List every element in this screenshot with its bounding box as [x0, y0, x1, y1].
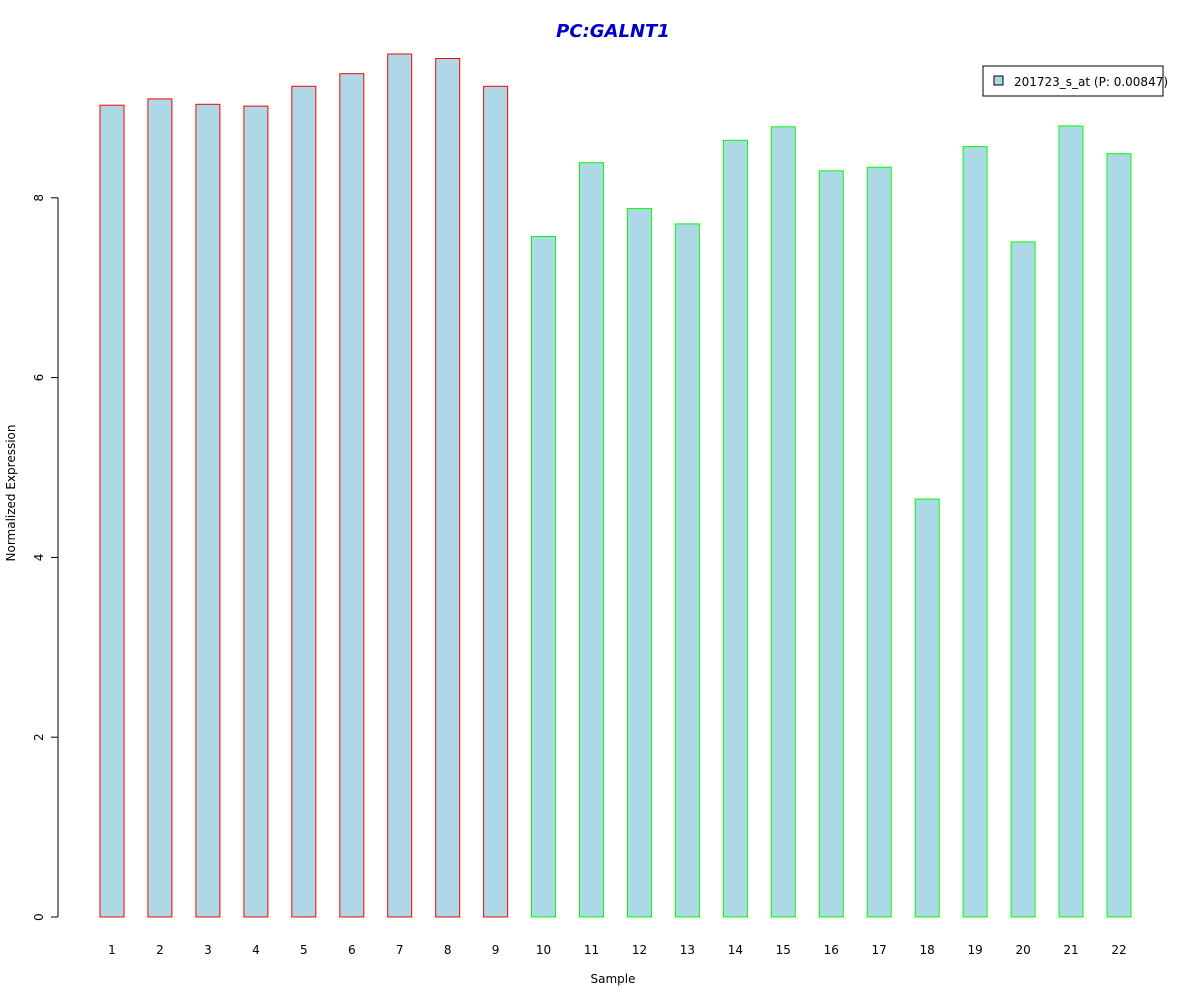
x-tick-label: 10 [536, 943, 551, 957]
x-tick-label: 14 [728, 943, 743, 957]
bar-sample-7 [387, 53, 413, 918]
bar-sample-12 [627, 208, 652, 918]
bar-sample-3 [195, 103, 221, 918]
bar-sample-22 [1106, 153, 1132, 918]
bar-sample-13 [674, 223, 700, 918]
y-tick-label: 2 [32, 733, 46, 741]
x-tick-label: 9 [492, 943, 500, 957]
bar-sample-11 [579, 162, 604, 918]
legend-swatch [993, 75, 1004, 86]
bar-sample-14 [722, 139, 748, 918]
x-tick-label: 8 [444, 943, 452, 957]
x-axis-title: Sample [591, 972, 636, 986]
x-tick-label: 18 [920, 943, 935, 957]
y-axis-title: Normalized Expression [4, 424, 18, 561]
x-tick-label: 2 [156, 943, 164, 957]
x-tick-label: 20 [1015, 943, 1030, 957]
x-tick-label: 7 [396, 943, 404, 957]
bar-sample-9 [483, 85, 509, 918]
x-tick-label: 12 [632, 943, 647, 957]
x-tick-label: 3 [204, 943, 212, 957]
bar-sample-5 [291, 85, 317, 918]
x-tick-label: 6 [348, 943, 356, 957]
bar-sample-8 [435, 58, 461, 918]
x-tick-label: 22 [1111, 943, 1126, 957]
bar-sample-4 [243, 105, 269, 918]
x-tick-label: 21 [1063, 943, 1078, 957]
bar-sample-19 [962, 146, 988, 918]
bar-sample-21 [1058, 125, 1084, 918]
legend: 201723_s_at (P: 0.00847) [982, 65, 1168, 97]
y-tick-label: 4 [32, 554, 46, 562]
bar-sample-18 [914, 498, 940, 918]
bar-sample-17 [866, 166, 892, 918]
chart-title: PC:GALNT1 [556, 21, 670, 42]
x-axis-tick-labels: 1 2 3 4 5 6 7 8 9 10 11 12 13 14 15 16 17 18 19 20 21 22 [108, 943, 1126, 957]
legend-box [982, 65, 1164, 97]
bar-sample-6 [339, 73, 365, 918]
x-tick-label: 15 [776, 943, 791, 957]
y-tick-label: 8 [32, 194, 46, 202]
bar-sample-15 [770, 126, 796, 918]
x-tick-label: 13 [680, 943, 695, 957]
x-tick-label: 11 [584, 943, 599, 957]
y-tick-label: 0 [32, 913, 46, 921]
bar-sample-16 [818, 170, 844, 918]
x-tick-label: 19 [967, 943, 982, 957]
y-tick-label: 6 [32, 374, 46, 382]
bar-sample-10 [531, 236, 556, 918]
x-tick-label: 16 [824, 943, 839, 957]
x-tick-label: 5 [300, 943, 308, 957]
x-tick-label: 17 [872, 943, 887, 957]
bar-sample-2 [147, 98, 173, 918]
legend-label: 201723_s_at (P: 0.00847) [1014, 75, 1168, 89]
x-tick-label: 1 [108, 943, 116, 957]
y-axis: 0 2 4 6 8 [32, 194, 59, 921]
bars [99, 53, 1132, 918]
bar-sample-20 [1010, 241, 1036, 918]
bar-sample-1 [99, 104, 125, 918]
x-tick-label: 4 [252, 943, 260, 957]
